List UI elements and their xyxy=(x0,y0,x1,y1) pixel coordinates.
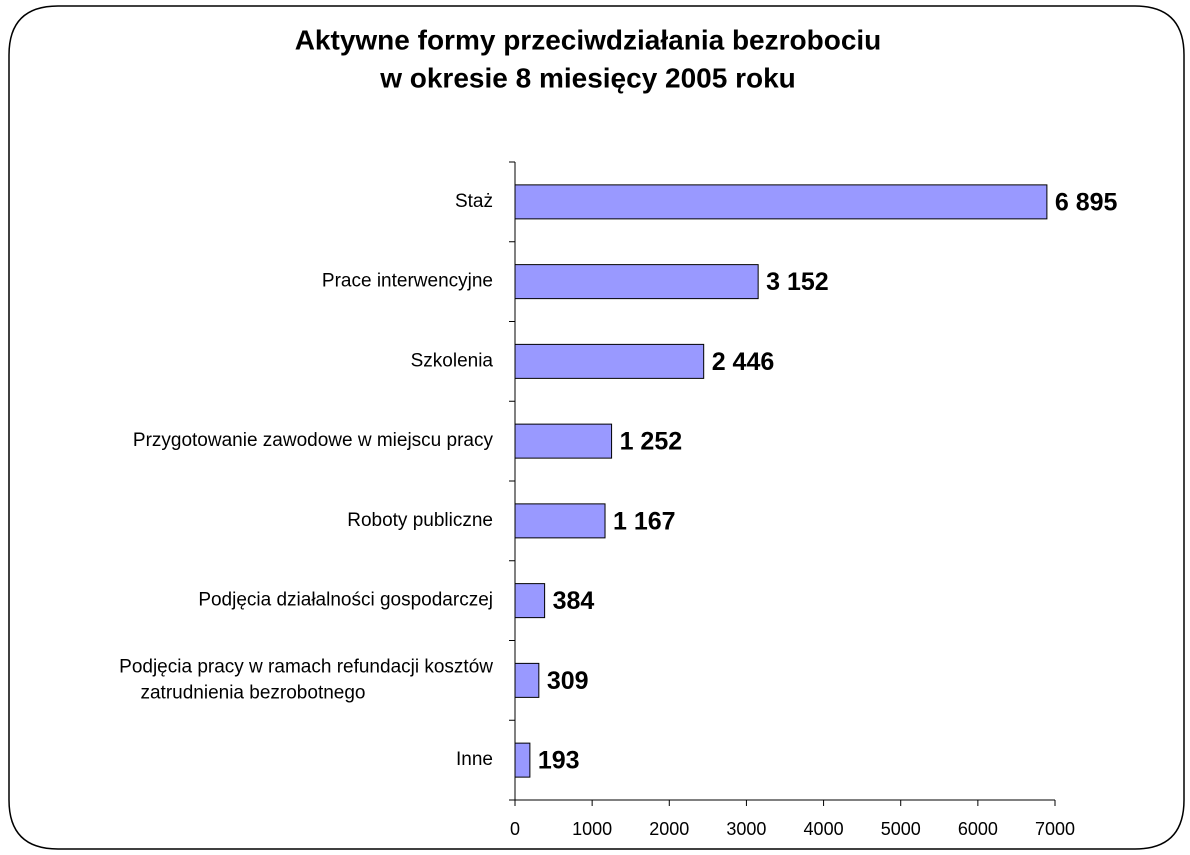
x-tick-label: 1000 xyxy=(572,819,612,839)
data-label: 6 895 xyxy=(1055,188,1118,216)
bar xyxy=(514,583,546,619)
bar xyxy=(514,264,759,300)
bar xyxy=(514,343,705,379)
y-tick-label: Roboty publiczne xyxy=(347,510,493,531)
y-tick-label: Podjęcia pracy w ramach refundacji koszt… xyxy=(119,656,493,703)
x-tick-label: 0 xyxy=(510,819,520,839)
y-tick-label: Inne xyxy=(456,749,493,770)
y-tick-label: Przygotowanie zawodowe w miejscu pracy xyxy=(133,430,494,451)
bar xyxy=(514,423,613,459)
x-tick-label: 6000 xyxy=(958,819,998,839)
data-label: 2 446 xyxy=(712,348,775,376)
data-label: 1 252 xyxy=(620,428,683,456)
data-label: 384 xyxy=(553,587,595,615)
data-label: 309 xyxy=(547,667,589,695)
bar xyxy=(514,184,1048,220)
x-tick-label: 5000 xyxy=(881,819,921,839)
bar xyxy=(514,662,540,698)
bar xyxy=(514,503,606,539)
y-tick-label: Podjęcia działalności gospodarczej xyxy=(198,590,493,611)
y-tick-label: Prace interwencyjne xyxy=(322,271,493,292)
x-tick-label: 2000 xyxy=(649,819,689,839)
x-tick-label: 4000 xyxy=(804,819,844,839)
y-tick-label: Staż xyxy=(455,191,493,212)
x-tick-label: 3000 xyxy=(726,819,766,839)
bar xyxy=(514,742,531,778)
chart-title: Aktywne formy przeciwdziałania bezroboci… xyxy=(295,24,882,55)
y-tick-label: Szkolenia xyxy=(411,350,494,371)
chart-title: w okresie 8 miesięcy 2005 roku xyxy=(379,62,796,93)
data-label: 193 xyxy=(538,747,580,775)
data-label: 1 167 xyxy=(613,507,676,535)
data-label: 3 152 xyxy=(766,268,829,296)
x-tick-label: 7000 xyxy=(1035,819,1075,839)
